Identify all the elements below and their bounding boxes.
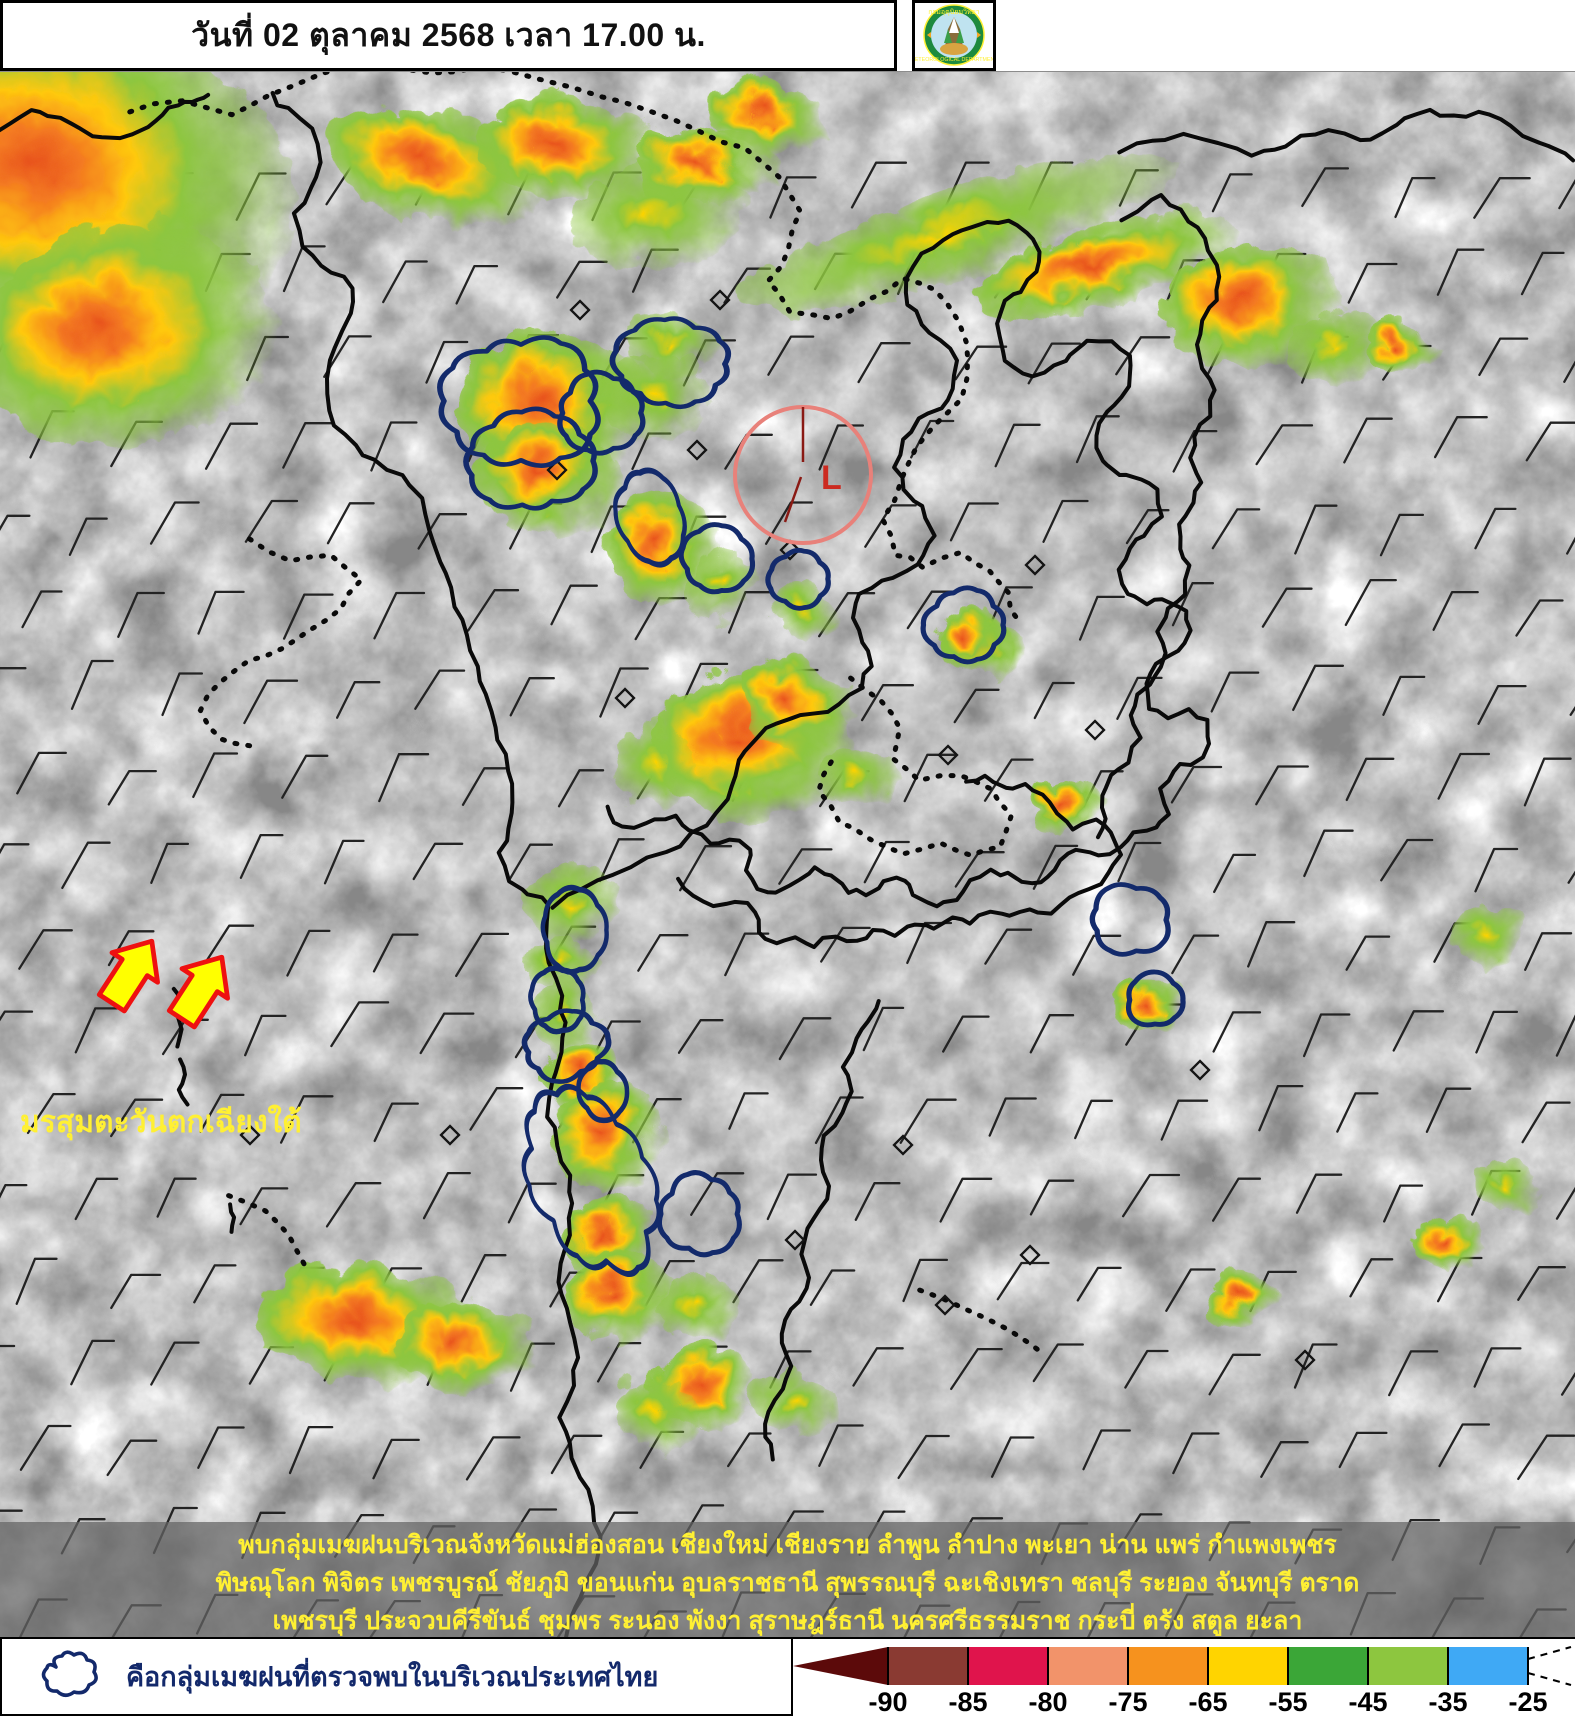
svg-text:-45: -45 (1348, 1687, 1387, 1716)
svg-text:-55: -55 (1268, 1687, 1307, 1716)
svg-text:-90: -90 (868, 1687, 907, 1716)
svg-text:METEOROLOGICAL DEPARTMENT: METEOROLOGICAL DEPARTMENT (915, 57, 993, 63)
svg-text:-85: -85 (948, 1687, 987, 1716)
svg-text:มรสุมตะวันตกเฉียงใต้: มรสุมตะวันตกเฉียงใต้ (20, 1104, 302, 1141)
svg-text:-25: -25 (1508, 1687, 1547, 1716)
svg-text:-75: -75 (1108, 1687, 1147, 1716)
svg-text:-65: -65 (1188, 1687, 1227, 1716)
svg-text:-80: -80 (1028, 1687, 1067, 1716)
svg-text:กรมอุตุนิยมวิทยา: กรมอุตุนิยมวิทยา (928, 8, 980, 16)
svg-text:L: L (821, 459, 842, 497)
svg-text:-35: -35 (1428, 1687, 1467, 1716)
